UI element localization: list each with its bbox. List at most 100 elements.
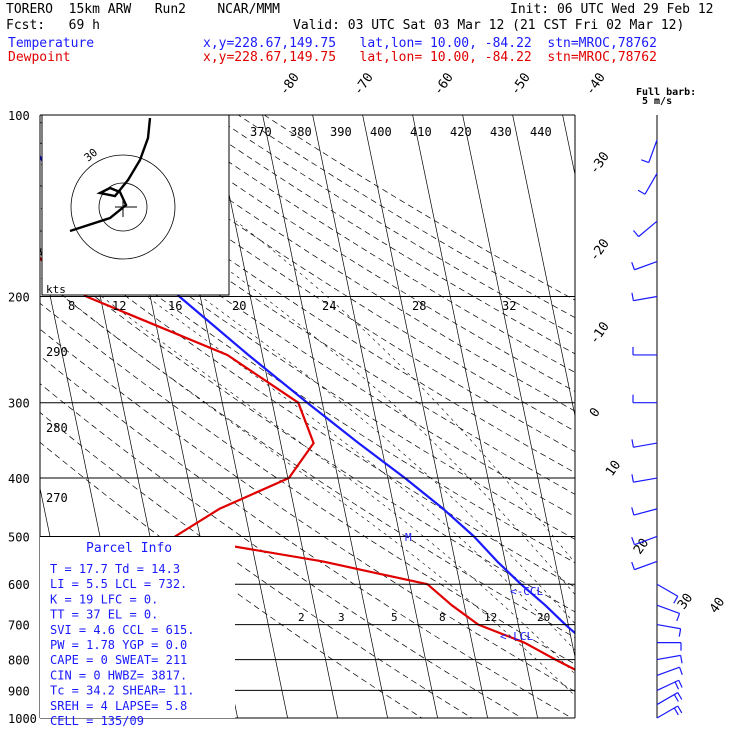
- wind-barb-shaft: [656, 654, 681, 661]
- parcel-info-row: CAPE = 0 SWEAT= 211: [50, 653, 187, 667]
- wind-barb-shaft: [633, 295, 658, 302]
- isotherm-line: [412, 115, 538, 718]
- side-temperature-label: 280: [46, 421, 68, 435]
- wind-barb-flag: [678, 628, 682, 637]
- pressure-tick-label: 600: [8, 578, 30, 592]
- mixing-ratio-label: 24: [322, 299, 336, 313]
- dry-adiabat: [40, 206, 575, 564]
- wind-barb-shaft: [633, 508, 658, 516]
- mixing-ratio-label: 28: [412, 299, 426, 313]
- mixing-ratio-label: 12: [484, 611, 497, 624]
- wind-barb-shaft: [656, 666, 680, 677]
- theta-label: 380: [290, 125, 312, 139]
- moist-adiabat: [235, 220, 575, 564]
- dry-adiabat: [82, 115, 575, 432]
- init-time: Init: 06 UTC Wed 29 Feb 12: [510, 2, 714, 17]
- isotherm-line: [312, 115, 438, 718]
- theta-label: 440: [530, 125, 552, 139]
- pressure-tick-label: 500: [8, 530, 30, 544]
- moist-adiabat: [40, 277, 575, 697]
- parcel-info-row: CIN = 0 HWBZ= 3817.: [50, 668, 187, 682]
- parcel-info-row: SREH = 4 LAPSE= 5.8: [50, 699, 187, 713]
- isotherm-line: [362, 115, 488, 718]
- pressure-tick-label: 200: [8, 291, 30, 305]
- wind-barb-shaft: [634, 560, 658, 571]
- mixing-ratio-label: 8: [439, 611, 446, 624]
- wind-barb-shaft: [638, 220, 658, 238]
- wind-barb-shaft: [648, 139, 658, 163]
- dry-adiabat: [40, 277, 575, 638]
- hodograph-box: [41, 114, 230, 296]
- parcel-info-row: PW = 1.78 YGP = 0.0: [50, 638, 187, 652]
- mixing-ratio-label: 5: [391, 611, 398, 624]
- isotherm-line: [660, 102, 740, 731]
- isotherm-line: [0, 102, 40, 731]
- theta-label: 410: [410, 125, 432, 139]
- side-temperature-label: 270: [46, 491, 68, 505]
- temperature-tick-label: -60: [431, 70, 457, 98]
- wind-barb-flag: [641, 159, 649, 164]
- wind-barb-flag: [678, 667, 683, 675]
- wind-barb-shaft: [644, 173, 658, 195]
- wind-barb-flag: [673, 694, 679, 702]
- wind-barb-flag: [631, 262, 636, 270]
- wind-barb-flag: [633, 230, 640, 237]
- lcl-marker: <-LCL: [500, 630, 533, 643]
- wind-barb-flag: [631, 507, 635, 516]
- dry-adiabat: [40, 355, 573, 718]
- wind-barb-shaft: [634, 260, 658, 271]
- barb-legend-line-1: Full barb:: [636, 87, 696, 98]
- pressure-tick-label: 800: [8, 654, 30, 668]
- parcel-info-row: T = 17.7 Td = 14.3: [50, 562, 180, 576]
- wind-barb-flag: [677, 692, 683, 700]
- dewpoint-legend: Dewpoint: [8, 50, 71, 65]
- theta-label: 420: [450, 125, 472, 139]
- wind-barb-flag: [673, 707, 679, 716]
- temperature-tick-label: -80: [277, 70, 303, 98]
- isotherm-line: [610, 102, 740, 731]
- wind-barb-flag: [637, 189, 646, 195]
- hodograph-units-label: kts: [46, 283, 66, 296]
- dry-adiabat: [40, 302, 575, 665]
- pressure-tick-label: 700: [8, 619, 30, 633]
- parcel-info-bg: [40, 537, 235, 718]
- pressure-tick-label: 100: [8, 109, 30, 123]
- parcel-info-box: [40, 537, 235, 718]
- ccl-marker: <-CCL: [510, 585, 543, 598]
- wind-barb-flag: [676, 613, 681, 622]
- wind-barb-flag: [631, 536, 636, 545]
- isotherm-line: [562, 115, 575, 177]
- theta-label: 390: [330, 125, 352, 139]
- wind-barb-flag: [674, 681, 680, 690]
- wind-barb-flag: [673, 595, 679, 604]
- mixing-ratio-label: 20: [232, 299, 246, 313]
- dry-adiabat: [40, 383, 523, 718]
- valid-time: Valid: 03 UTC Sat 03 Mar 12 (21 CST Fri …: [293, 18, 685, 33]
- wind-barb-shaft: [633, 442, 658, 448]
- parcel-info-title: Parcel Info: [86, 541, 172, 556]
- temperature-tick-label: -70: [351, 70, 377, 98]
- hodograph-ring: [70, 154, 176, 260]
- parcel-info-row: LI = 5.5 LCL = 732.: [50, 577, 187, 591]
- mixing-ratio-label: 2: [298, 611, 305, 624]
- pressure-tick-label: 900: [8, 684, 30, 698]
- theta-label: 370: [250, 125, 272, 139]
- hodograph-ring: [98, 182, 148, 232]
- wind-barb-flag: [631, 561, 636, 570]
- wind-barb-shaft: [656, 679, 680, 691]
- isotherm-line: [512, 115, 575, 418]
- side-temperature-label: 290: [46, 345, 68, 359]
- dry-adiabat: [40, 121, 575, 474]
- wind-barb-flag: [631, 474, 634, 483]
- barb-legend-line-2: 5 m/s: [642, 96, 672, 107]
- pressure-tick-label: 400: [8, 472, 30, 486]
- dry-adiabat: [40, 163, 575, 517]
- mixing-ratio-label: 20: [537, 611, 550, 624]
- dry-adiabat: [238, 115, 575, 319]
- temperature-tick-label: 30: [675, 591, 696, 612]
- isotherm-line: [462, 115, 575, 659]
- hodograph-trace: [69, 117, 152, 233]
- wind-barb-shaft: [634, 535, 658, 546]
